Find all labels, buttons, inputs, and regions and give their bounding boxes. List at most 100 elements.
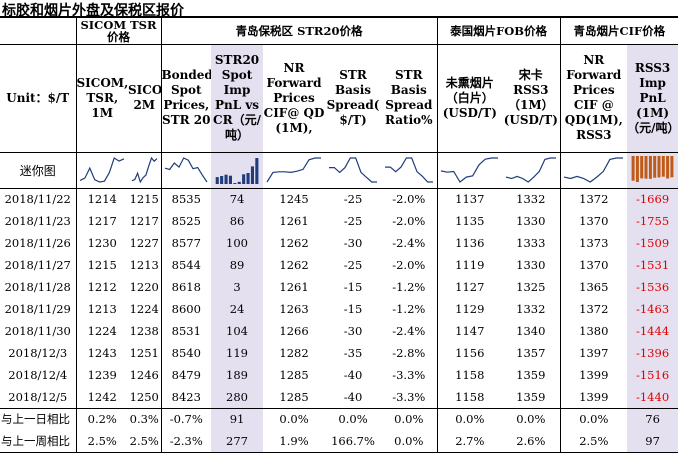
spark-bar	[653, 156, 657, 178]
report-title: 标胶和烟片外盘及保税区报价	[2, 3, 184, 19]
col-header-fob-rss3: 宋卡 RSS3（1M）(USD/T)	[502, 44, 561, 152]
sparkline-bonded	[165, 157, 208, 183]
spark-bar	[631, 156, 635, 181]
cell-tsr2: 1238	[128, 320, 162, 342]
sparkline-path	[79, 157, 125, 183]
spark-cell	[381, 152, 438, 188]
table-row: 2018/11/22 1214 1215 8535 74 1245 -25 -2.0% 1137…	[0, 188, 678, 210]
cell-tsr2: 1251	[128, 342, 162, 364]
cell-fob-unsmoked: 1158	[455, 368, 485, 382]
spark-bar	[670, 156, 674, 178]
cell-tsr2: 1246	[128, 364, 162, 386]
cell-bonded: 8479	[171, 368, 201, 382]
cell-cif-rss3: 2.5%	[579, 433, 609, 448]
spark-bar	[648, 156, 652, 179]
table-row: 2018/11/28 1212 1220 8618 3 1261 -15 -1.2% 1127 1…	[0, 276, 678, 298]
cell-pnl: 280	[211, 386, 264, 408]
cell-rss3-pnl: -1444	[627, 320, 678, 342]
row-date: 2018/12/3	[0, 342, 77, 364]
cell-cif-rss3: 1365	[579, 280, 609, 294]
spark-bar	[640, 156, 644, 179]
title-underline	[0, 16, 678, 18]
cell-bonded: 8531	[171, 324, 201, 338]
sparkline-cif-rss3	[564, 157, 624, 183]
row-date: 2018/12/4	[0, 364, 77, 386]
spark-cell	[560, 152, 627, 188]
cell-basis: -30	[343, 324, 363, 338]
cell-bonded: 8525	[171, 214, 201, 228]
cell-nr-cif: 1262	[279, 258, 309, 272]
cell-basis: -15	[343, 302, 363, 316]
spark-bar	[635, 156, 639, 182]
row-date: 2018/11/27	[0, 254, 77, 276]
cell-fob-rss3: 1332	[502, 298, 561, 320]
cell-tsr1: 1224	[87, 324, 117, 338]
cell-ratio: 0.0%	[381, 430, 438, 452]
col-header-cif-rss3: NR Forward Prices CIF @ QD(1M), RSS3	[564, 53, 623, 142]
cell-rss3-pnl: -1669	[627, 188, 678, 210]
cell-cif-rss3: 1372	[579, 302, 609, 316]
change-row: 与上一周相比 2.5% 2.5% -2.3% 277 1.9% 166.7% 0.0% 2.7%…	[0, 430, 678, 452]
table-row: 2018/11/30 1224 1238 8531 104 1266 -30 -2.4% 114…	[0, 320, 678, 342]
col-header-ratio: STR Basis Spread Ratio%	[381, 44, 438, 152]
cell-fob-unsmoked: 1135	[455, 214, 485, 228]
table-row: 2018/11/26 1230 1227 8577 100 1262 -30 -2.4% 113…	[0, 232, 678, 254]
unit-label: Unit：$/T	[0, 44, 77, 152]
cell-basis: -40	[343, 389, 363, 404]
sparkline-path	[131, 156, 158, 184]
cell-nr-cif: 0.0%	[279, 412, 309, 427]
col-header-rss3-pnl: RSS3 Imp PnL (1M)（元/吨）	[627, 44, 678, 152]
col-header-tsr2: SICOM,TSR, 2M	[128, 44, 162, 152]
spark-bar	[242, 174, 246, 184]
cell-fob-rss3: 0.0%	[502, 408, 561, 430]
change-label: 与上一周相比	[0, 430, 77, 452]
table-row: 2018/12/5 1242 1250 8423 280 1285 -40 -3.3% 1158…	[0, 386, 678, 408]
cell-fob-unsmoked: 0.0%	[455, 412, 485, 427]
spark-cell	[325, 152, 381, 188]
cell-cif-rss3: 1397	[579, 346, 609, 360]
table-row: 2018/11/27 1215 1213 8544 89 1262 -25 -2.0% 1119…	[0, 254, 678, 276]
price-table: SICOM TSR 价格 青岛保税区 STR20价格 泰国烟片FOB价格 青岛烟…	[0, 18, 678, 453]
group-thai-fob: 泰国烟片FOB价格	[437, 18, 561, 44]
sparkline-path	[564, 157, 624, 183]
cell-tsr2: 1217	[128, 210, 162, 232]
cell-tsr2: 1250	[128, 386, 162, 408]
cell-basis: -25	[343, 258, 363, 272]
cell-pnl: 189	[211, 364, 264, 386]
spark-bar	[224, 174, 228, 184]
cell-tsr1: 1215	[87, 258, 117, 272]
spark-bar	[644, 156, 648, 179]
cell-tsr1: 1214	[87, 192, 117, 207]
cell-basis: -35	[343, 346, 363, 360]
cell-rss3-pnl: -1396	[627, 342, 678, 364]
cell-nr-cif: 1.9%	[279, 433, 309, 448]
cell-ratio: -1.2%	[381, 276, 438, 298]
cell-rss3-pnl: -1516	[627, 364, 678, 386]
cell-ratio: 0.0%	[381, 408, 438, 430]
cell-rss3-pnl: -1755	[627, 210, 678, 232]
cell-tsr1: 1213	[87, 302, 117, 316]
cell-pnl: 74	[211, 188, 264, 210]
cell-bonded: 8423	[171, 389, 201, 404]
cell-bonded: 8540	[171, 346, 201, 360]
cell-tsr1: 0.2%	[87, 412, 117, 427]
row-date: 2018/11/28	[0, 276, 77, 298]
cell-cif-rss3: 1370	[579, 214, 609, 228]
cell-pnl: 104	[211, 320, 264, 342]
row-date: 2018/12/5	[0, 386, 77, 408]
sparkline-path	[329, 157, 378, 183]
cell-ratio: -2.0%	[381, 188, 438, 210]
spark-bar	[233, 183, 237, 184]
cell-basis: 166.7%	[331, 433, 375, 448]
cell-rss3-pnl: -1440	[627, 386, 678, 408]
table-row: 2018/11/29 1213 1224 8600 24 1263 -15 -1.2% 1129…	[0, 298, 678, 320]
cell-tsr1: 1243	[87, 346, 117, 360]
cell-tsr1: 1242	[87, 389, 117, 404]
sparkline-basis	[329, 157, 378, 183]
cell-rss3-pnl: -1531	[627, 254, 678, 276]
cell-nr-cif: 1261	[279, 214, 309, 228]
group-header-row: SICOM TSR 价格 青岛保税区 STR20价格 泰国烟片FOB价格 青岛烟…	[0, 18, 678, 45]
cell-basis: -25	[343, 192, 363, 207]
sparkline-pnl	[215, 158, 259, 184]
col-header-tsr1: SICOM, TSR, 1M	[76, 75, 129, 120]
